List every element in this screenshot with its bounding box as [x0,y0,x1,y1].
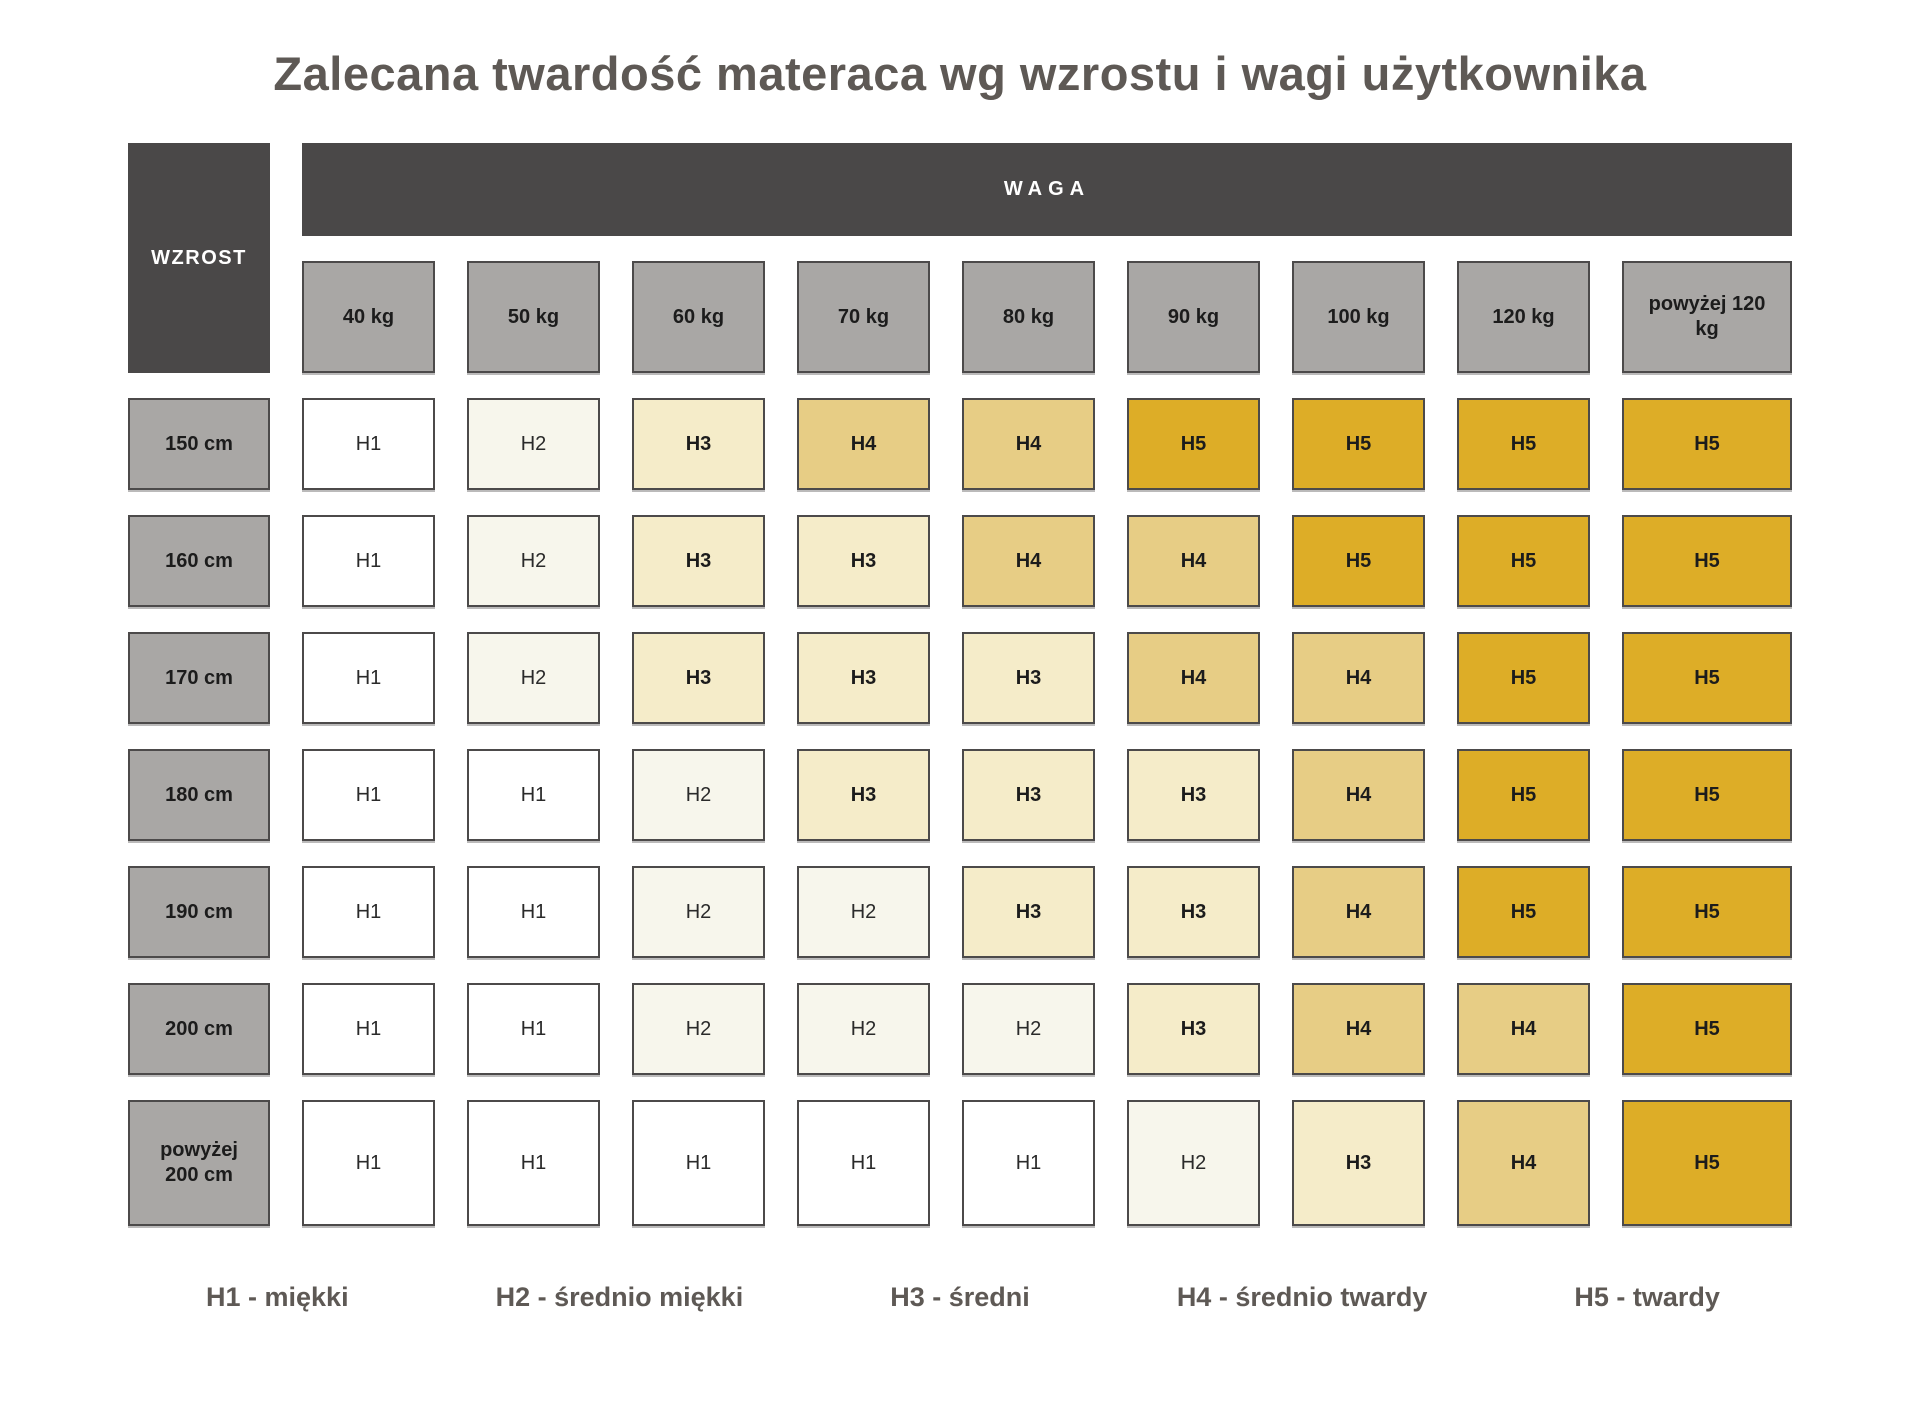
firmness-cell: H4 [1127,632,1260,724]
firmness-cell: H5 [1622,632,1792,724]
legend-item: H1 - miękki [206,1282,349,1312]
firmness-cell: H5 [1622,398,1792,490]
height-row-header: powyżej 200 cm [128,1100,270,1226]
firmness-cell: H3 [797,515,930,607]
firmness-cell: H3 [632,398,765,490]
legend-item: H5 - twardy [1574,1282,1720,1312]
firmness-cell: H5 [1292,515,1425,607]
legend-item: H4 - średnio twardy [1176,1282,1428,1312]
weight-column-header: 120 kg [1457,261,1590,373]
firmness-cell: H4 [1292,983,1425,1075]
firmness-cell: H4 [962,398,1095,490]
firmness-cell: H1 [302,632,435,724]
height-row-header: 160 cm [128,515,270,607]
firmness-cell: H2 [467,632,600,724]
firmness-cell: H2 [632,866,765,958]
firmness-cell: H2 [1127,1100,1260,1226]
firmness-cell: H1 [302,398,435,490]
firmness-cell: H2 [797,983,930,1075]
firmness-cell: H2 [632,983,765,1075]
page: Zalecana twardość materaca wg wzrostu i … [0,46,1920,1403]
firmness-cell: H4 [1457,1100,1590,1226]
firmness-cell: H5 [1292,398,1425,490]
firmness-cell: H5 [1457,632,1590,724]
weight-column-header: 100 kg [1292,261,1425,373]
firmness-cell: H1 [302,749,435,841]
firmness-cell: H1 [962,1100,1095,1226]
weight-column-header: powyżej 120 kg [1622,261,1792,373]
firmness-cell: H3 [797,632,930,724]
firmness-cell: H5 [1622,515,1792,607]
height-axis-header: WZROST [128,143,270,373]
firmness-cell: H1 [302,983,435,1075]
legend-item: H3 - średni [890,1282,1030,1312]
firmness-cell: H1 [467,1100,600,1226]
weight-column-header: 80 kg [962,261,1095,373]
weight-column-header: 50 kg [467,261,600,373]
weight-axis-header: WAGA [302,143,1792,236]
firmness-cell: H5 [1622,1100,1792,1226]
firmness-cell: H4 [1292,632,1425,724]
legend-item: H2 - średnio miękki [495,1282,744,1312]
firmness-cell: H5 [1457,515,1590,607]
legend: H1 - miękki H2 - średnio miękki H3 - średn… [128,1282,1792,1313]
height-row-header: 150 cm [128,398,270,490]
firmness-cell: H5 [1457,866,1590,958]
firmness-cell: H1 [467,983,600,1075]
firmness-cell: H4 [1292,866,1425,958]
firmness-cell: H3 [632,515,765,607]
firmness-cell: H2 [467,398,600,490]
firmness-cell: H1 [302,515,435,607]
firmness-cell: H3 [1292,1100,1425,1226]
firmness-cell: H2 [962,983,1095,1075]
firmness-table: WZROST WAGA 40 kg 50 kg 60 kg 70 kg 80 kg 90 … [128,143,1792,1226]
firmness-cell: H5 [1622,866,1792,958]
firmness-cell: H3 [962,632,1095,724]
firmness-cell: H4 [1127,515,1260,607]
firmness-cell: H3 [1127,983,1260,1075]
height-row-header: 200 cm [128,983,270,1075]
firmness-cell: H1 [632,1100,765,1226]
firmness-cell: H1 [302,1100,435,1226]
firmness-cell: H4 [1457,983,1590,1075]
weight-column-header: 90 kg [1127,261,1260,373]
firmness-cell: H3 [1127,866,1260,958]
weight-column-header: 40 kg [302,261,435,373]
firmness-cell: H4 [797,398,930,490]
firmness-cell: H2 [467,515,600,607]
weight-column-header: 70 kg [797,261,930,373]
firmness-cell: H4 [962,515,1095,607]
firmness-cell: H5 [1457,749,1590,841]
firmness-cell: H5 [1622,749,1792,841]
firmness-cell: H3 [962,749,1095,841]
firmness-cell: H5 [1457,398,1590,490]
firmness-cell: H1 [302,866,435,958]
page-title: Zalecana twardość materaca wg wzrostu i … [273,47,1647,100]
firmness-cell: H1 [797,1100,930,1226]
firmness-cell: H4 [1292,749,1425,841]
firmness-cell: H5 [1622,983,1792,1075]
height-row-header: 180 cm [128,749,270,841]
firmness-cell: H1 [467,866,600,958]
firmness-cell: H3 [1127,749,1260,841]
weight-column-header: 60 kg [632,261,765,373]
firmness-cell: H2 [797,866,930,958]
firmness-cell: H5 [1127,398,1260,490]
firmness-cell: H2 [632,749,765,841]
firmness-cell: H3 [797,749,930,841]
firmness-cell: H3 [962,866,1095,958]
height-row-header: 190 cm [128,866,270,958]
firmness-cell: H3 [632,632,765,724]
height-row-header: 170 cm [128,632,270,724]
firmness-cell: H1 [467,749,600,841]
